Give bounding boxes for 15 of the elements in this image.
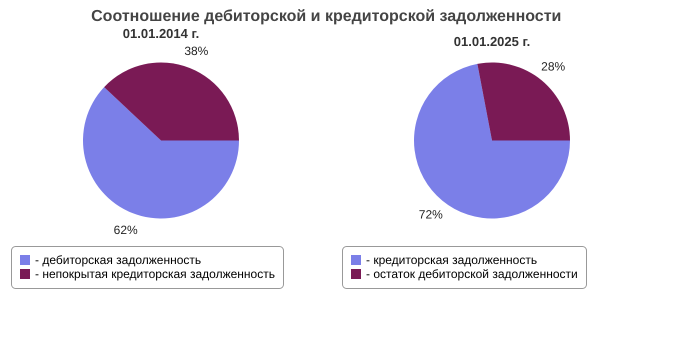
data-label: 72% bbox=[418, 207, 444, 222]
pie-slice bbox=[83, 87, 239, 218]
chart-subtitle: 01.01.2014 г. bbox=[122, 26, 200, 42]
pie-slice bbox=[477, 62, 570, 140]
data-label: 38% bbox=[184, 44, 209, 58]
pie-slice bbox=[414, 64, 570, 218]
data-label: 62% bbox=[114, 222, 138, 237]
pie-slice bbox=[104, 62, 239, 140]
text: Соотношение дебиторской и кредиторской задолженности bbox=[91, 8, 562, 26]
chart-subtitle: 01.01.2025 г. bbox=[454, 34, 530, 49]
legend-label: - остаток дебиторской задолженности bbox=[366, 267, 578, 281]
legend-label: - дебиторская задолженность bbox=[35, 253, 202, 267]
legend-label: - кредиторская задолженность bbox=[366, 253, 538, 267]
data-label: 28% bbox=[541, 60, 566, 74]
legend-label: - непокрытая кредиторская задолженность bbox=[35, 267, 275, 281]
